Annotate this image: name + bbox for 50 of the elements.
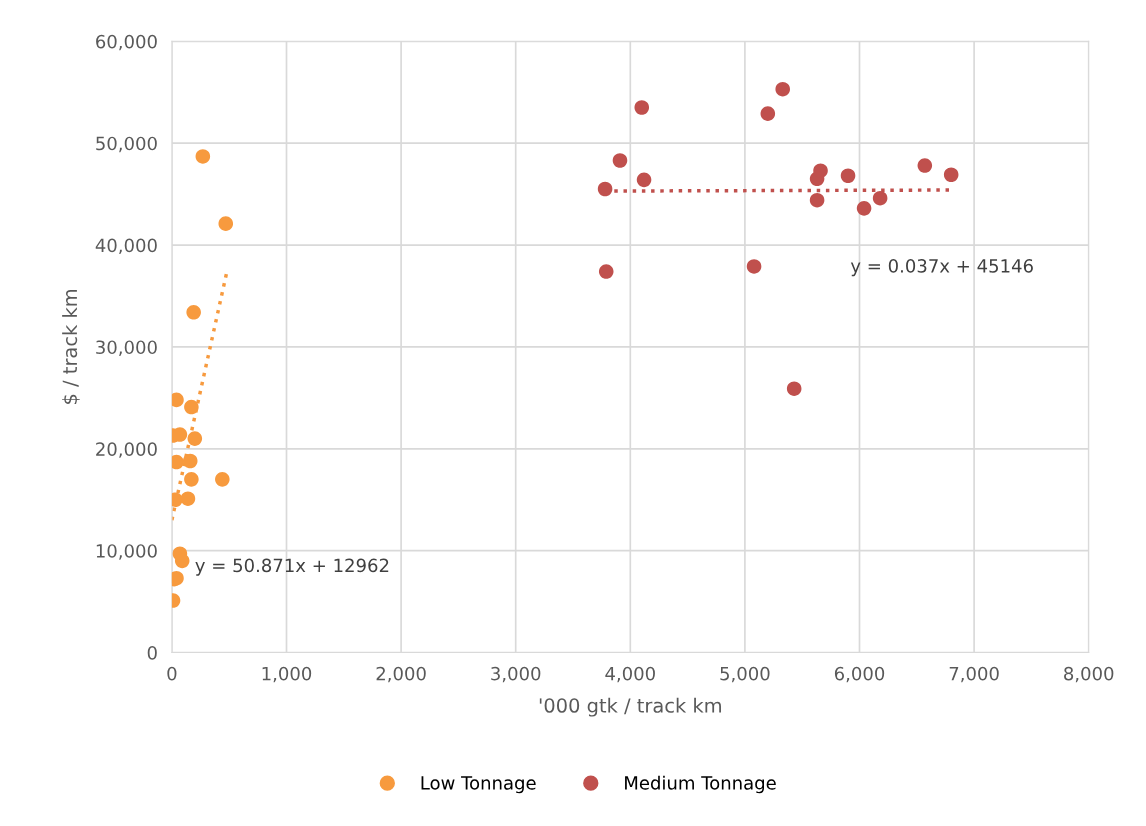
- point: [856, 201, 872, 216]
- legend-label: Medium Tonnage: [625, 775, 776, 794]
- x-tick-label: 3,000: [491, 666, 541, 683]
- point: [186, 305, 201, 320]
- y-tick-label: 60,000: [96, 34, 157, 51]
- point: [171, 454, 184, 470]
- x-tick-label: 5,000: [720, 666, 770, 683]
- point: [180, 491, 196, 506]
- point: [187, 431, 203, 446]
- point: [775, 81, 790, 97]
- point: [195, 149, 211, 164]
- legend-label: Low Tonnage: [421, 776, 536, 794]
- y-tick-label: 40,000: [95, 238, 157, 255]
- point: [598, 264, 614, 279]
- point: [184, 472, 199, 487]
- y-tick-label: 20,000: [96, 442, 157, 458]
- y-tick-label: 10,000: [96, 544, 157, 560]
- y-tick-label: 30,000: [96, 340, 157, 356]
- x-tick-label: 0: [167, 666, 177, 681]
- x-tick-label: 8,000: [1064, 666, 1114, 683]
- annotation: y = 50.871x + 12962: [195, 558, 389, 576]
- x-tick-label: 6,000: [834, 666, 885, 683]
- point: [943, 167, 959, 183]
- point: [760, 106, 776, 121]
- x-tick-label: 7,000: [949, 666, 999, 683]
- x-axis-title: '000 gtk / track km: [539, 697, 721, 717]
- point: [171, 392, 184, 408]
- x-tick-label: 4,000: [605, 666, 655, 683]
- point: [184, 399, 199, 415]
- x-tick-label: 2,000: [376, 666, 426, 683]
- point: [872, 190, 888, 206]
- point: [809, 192, 825, 208]
- point: [182, 453, 198, 469]
- point: [218, 216, 234, 231]
- point: [215, 472, 230, 487]
- point: [597, 181, 613, 197]
- point: [612, 153, 628, 168]
- y-axis-title: $ / track km: [62, 289, 80, 404]
- y-tick-label: 0: [147, 646, 157, 660]
- point: [786, 381, 802, 396]
- point: [917, 158, 933, 173]
- point: [813, 163, 828, 178]
- point: [636, 172, 652, 188]
- y-tick-label: 50,000: [96, 136, 157, 153]
- point: [174, 553, 190, 569]
- point: [746, 259, 762, 274]
- point: [840, 168, 856, 184]
- annotation: y = 0.037x + 45146: [850, 259, 1033, 277]
- point: [634, 100, 650, 115]
- x-tick-label: 1,000: [262, 666, 312, 683]
